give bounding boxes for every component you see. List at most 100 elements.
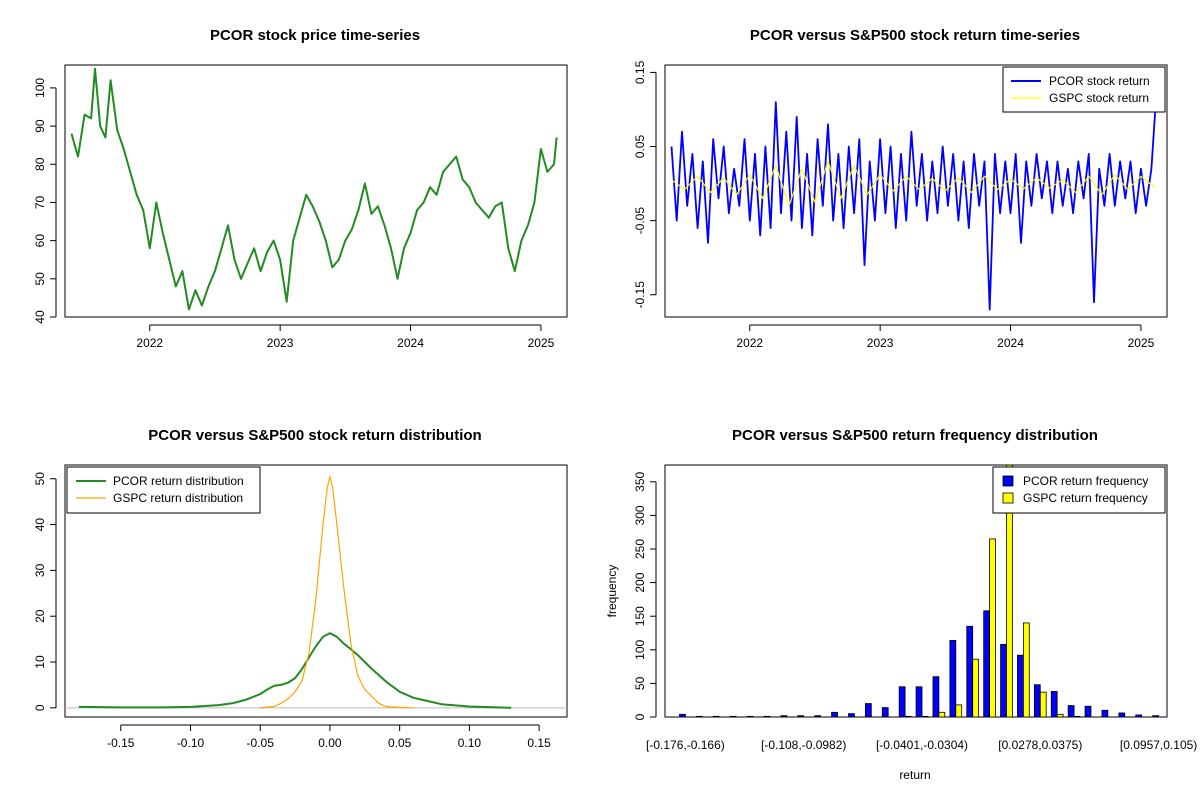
bar-pcor <box>1118 712 1126 718</box>
return-histogram-legend: PCOR return frequency GSPC return freque… <box>992 466 1166 514</box>
x-tick-label: [0.0278,0.0375) <box>998 738 1082 752</box>
legend-key-gspc <box>1002 492 1014 504</box>
bar-pcor <box>696 715 703 718</box>
x-tick-label: 2025 <box>528 336 555 350</box>
series-line-1 <box>671 160 1156 207</box>
x-tick-label: 0.10 <box>458 736 482 750</box>
x-tick-label: [0.0957,0.105) <box>1120 738 1197 752</box>
y-tick-label: 0 <box>33 704 47 711</box>
bar-gspc <box>1039 691 1047 718</box>
legend-label-pcor: PCOR stock return <box>1049 74 1150 88</box>
bar-pcor <box>1152 715 1159 718</box>
x-tick-label: 0.15 <box>527 736 551 750</box>
y-tick-label: 90 <box>33 119 47 133</box>
x-tick-label: 2024 <box>397 336 424 350</box>
bar-pcor <box>898 686 906 718</box>
bar-pcor <box>1050 691 1058 718</box>
x-tick-label: 2023 <box>267 336 294 350</box>
return-timeseries-title: PCOR versus S&P500 stock return time-ser… <box>750 27 1080 44</box>
y-tick-label: -0.05 <box>633 207 647 235</box>
bar-pcor <box>763 715 771 718</box>
return-timeseries-frame <box>664 64 1168 318</box>
return-histogram-title: PCOR versus S&P500 return frequency dist… <box>732 427 1098 444</box>
legend-label-gspc: GSPC return frequency <box>1023 491 1148 505</box>
bar-pcor <box>865 703 872 718</box>
bar-pcor <box>746 715 754 718</box>
price-chart-x-axis: 2022 2023 2024 2025 <box>136 324 555 350</box>
return-timeseries-y-axis: -0.15 -0.05 0.05 0.15 <box>633 60 657 309</box>
bar-pcor <box>932 676 940 718</box>
bar-gspc <box>904 715 912 718</box>
bar-pcor <box>881 707 889 718</box>
y-tick-label: 50 <box>633 676 647 690</box>
return-timeseries-x-axis: 2022 2023 2024 2025 <box>736 324 1155 350</box>
return-histogram-x-axis: [-0.176,-0.166) [-0.108,-0.0982) [-0.0401,… <box>646 738 1197 752</box>
x-tick-label: 2022 <box>736 336 763 350</box>
series-line-0 <box>70 67 558 311</box>
y-tick-label: 100 <box>33 78 47 98</box>
bar-pcor <box>1084 705 1092 718</box>
bar-gspc <box>955 704 963 718</box>
y-tick-label: 40 <box>33 310 47 324</box>
y-tick-label: 0.05 <box>633 135 647 159</box>
series-line-0 <box>670 101 1157 311</box>
bar-pcor <box>797 715 805 718</box>
return-density-x-axis: -0.15 -0.10 -0.05 0.00 0.05 0.10 0.15 <box>107 724 551 750</box>
price-chart-frame <box>64 64 568 318</box>
y-tick-label: 350 <box>633 471 647 491</box>
return-density-title: PCOR versus S&P500 stock return distribu… <box>148 427 481 444</box>
bar-pcor <box>848 713 855 718</box>
y-tick-label: 20 <box>33 609 47 623</box>
series-line-0 <box>78 632 512 709</box>
legend-key-pcor <box>1002 475 1014 487</box>
bar-gspc <box>1056 713 1064 718</box>
y-tick-label: 80 <box>33 157 47 171</box>
return-histogram-panel: PCOR versus S&P500 return frequency dist… <box>605 427 1197 782</box>
y-tick-label: 0 <box>633 713 647 720</box>
x-tick-label: [-0.108,-0.0982) <box>761 738 846 752</box>
y-tick-label: 150 <box>633 606 647 626</box>
y-tick-label: 0.15 <box>633 60 647 84</box>
y-tick-label: 30 <box>33 563 47 577</box>
return-histogram-y-axis: 0 50 100 150 200 250 300 350 <box>633 471 657 720</box>
bar-pcor <box>712 715 720 718</box>
bar-gspc <box>989 538 996 718</box>
bar-pcor <box>679 713 686 718</box>
price-chart-title: PCOR stock price time-series <box>210 27 420 44</box>
bar-gspc <box>972 658 980 718</box>
x-tick-label: -0.05 <box>247 736 275 750</box>
y-tick-label: 50 <box>33 272 47 286</box>
return-timeseries-marks <box>670 101 1157 311</box>
x-tick-label: 2022 <box>136 336 163 350</box>
x-tick-label: 2023 <box>867 336 894 350</box>
x-tick-label: 0.00 <box>318 736 342 750</box>
series-line-1 <box>260 475 414 709</box>
bar-gspc <box>1022 622 1030 718</box>
return-timeseries-legend: PCOR stock return GSPC stock return <box>1002 66 1166 113</box>
bar-gspc <box>921 715 929 718</box>
bar-pcor <box>966 625 974 718</box>
return-density-panel: PCOR versus S&P500 stock return distribu… <box>33 427 568 750</box>
bar-pcor <box>1000 644 1007 718</box>
y-tick-label: 40 <box>33 518 47 532</box>
y-tick-label: 250 <box>633 539 647 559</box>
y-tick-label: 70 <box>33 195 47 209</box>
bar-pcor <box>1033 684 1041 718</box>
bar-pcor <box>831 711 838 718</box>
bar-pcor <box>983 610 990 718</box>
legend-label-pcor: PCOR return frequency <box>1023 474 1148 488</box>
price-chart-y-axis: 40 50 60 70 80 90 100 <box>33 78 57 324</box>
legend-label-gspc: GSPC stock return <box>1049 91 1149 105</box>
y-tick-label: 300 <box>633 505 647 525</box>
return-histogram-x-label: return <box>899 768 930 782</box>
return-density-legend: PCOR return distribution GSPC return dis… <box>66 466 261 514</box>
bar-pcor <box>1135 714 1143 718</box>
return-density-frame <box>64 464 568 718</box>
x-tick-label: 2024 <box>997 336 1024 350</box>
x-tick-label: 2025 <box>1128 336 1155 350</box>
y-tick-label: -0.15 <box>633 281 647 309</box>
x-tick-label: -0.10 <box>177 736 205 750</box>
y-tick-label: 50 <box>33 472 47 486</box>
